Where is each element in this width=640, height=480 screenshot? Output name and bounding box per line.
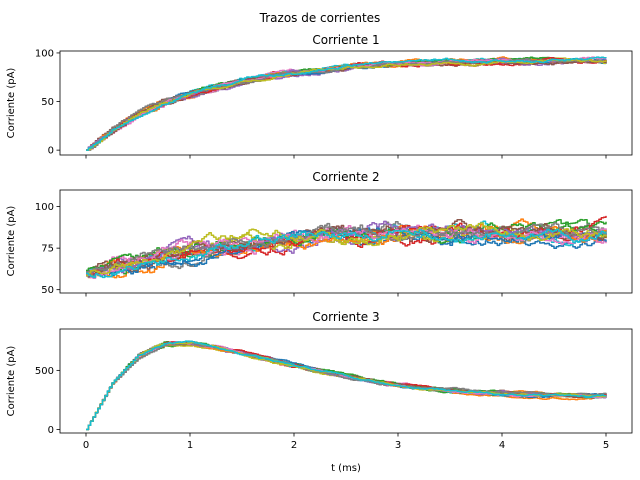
panel-1-trace-20 <box>86 56 607 151</box>
panel-3-trace-4 <box>86 341 606 431</box>
panel-1-trace-19 <box>86 58 607 151</box>
panel-2-ytick-label: 100 <box>35 202 54 213</box>
panel-2-title: Corriente 2 <box>312 170 379 184</box>
panel-3-axes-frame <box>59 328 633 434</box>
panel-2-yticks: 50 75 100 <box>35 202 60 296</box>
panel-3-trace-16 <box>86 342 607 431</box>
panel-1-yticks: 0 50 100 <box>35 48 60 157</box>
panel-1-ytick-label: 100 <box>35 48 54 59</box>
panel-3-trace-8 <box>86 341 606 431</box>
panel-3-trace-10 <box>86 340 607 431</box>
panel-3-ytick-label: 500 <box>35 366 54 377</box>
panel-3-trace-3 <box>86 342 607 431</box>
panel-3-trace-12 <box>86 342 607 431</box>
panel-2-traces <box>86 215 607 280</box>
panel-2-ytick-label: 50 <box>41 285 54 296</box>
panel-3-trace-19 <box>86 341 606 431</box>
panel-3-traces <box>86 340 607 431</box>
panel-3-xtick-label: 0 <box>83 440 89 451</box>
panel-3-xticks: 0 1 2 3 4 5 <box>83 433 609 451</box>
panel-3-title: Corriente 3 <box>312 310 379 324</box>
panel-corriente-3: Corriente 3 Corriente (pA) 0 1 2 3 4 5 0 500 t… <box>6 310 633 474</box>
panel-3-xtick-label: 3 <box>395 440 401 451</box>
panel-2-trace-18 <box>86 222 607 273</box>
panel-1-xticks <box>85 155 607 159</box>
panel-3-trace-7 <box>86 341 607 431</box>
panel-3-ylabel: Corriente (pA) <box>6 346 17 417</box>
panel-3-trace-6 <box>86 343 607 431</box>
panel-2-trace-20 <box>86 228 607 279</box>
panel-3-xtick-label: 2 <box>291 440 297 451</box>
panel-3-trace-20 <box>86 340 607 431</box>
panel-3-trace-17 <box>86 342 607 431</box>
panel-2-ylabel: Corriente (pA) <box>6 206 17 277</box>
panel-2-ytick-label: 75 <box>41 244 54 255</box>
panel-3-xlabel: t (ms) <box>331 463 361 474</box>
panel-3-yticks: 0 500 <box>35 366 60 436</box>
panel-1-title: Corriente 1 <box>312 33 379 47</box>
panel-1-ytick-label: 0 <box>48 146 54 157</box>
panel-1-ytick-label: 50 <box>41 97 54 108</box>
panel-3-trace-5 <box>86 341 607 431</box>
panel-1-traces <box>86 56 607 151</box>
panel-2-xticks <box>85 293 607 297</box>
panel-3-trace-18 <box>86 341 607 431</box>
panel-1-axes-frame <box>59 50 633 156</box>
panel-3-trace-2 <box>86 342 607 431</box>
panel-3-trace-14 <box>86 341 607 431</box>
panel-3-xtick-label: 1 <box>187 440 193 451</box>
panel-2-trace-19 <box>86 222 607 277</box>
figure-suptitle: Trazos de corrientes <box>259 11 381 25</box>
panel-corriente-2: Corriente 2 Corriente (pA) 50 75 100 <box>6 170 633 297</box>
panel-3-xtick-label: 5 <box>603 440 609 451</box>
panel-3-ytick-label: 0 <box>48 425 54 436</box>
panel-corriente-1: Corriente 1 Corriente (pA) 0 50 100 <box>6 33 633 159</box>
panel-3-trace-9 <box>86 344 607 431</box>
panel-2-axes-frame <box>59 189 633 294</box>
panel-3-trace-13 <box>86 340 607 431</box>
panel-3-trace-11 <box>86 340 607 431</box>
panel-3-trace-15 <box>86 342 606 431</box>
panel-3-trace-1 <box>86 342 607 431</box>
panel-1-ylabel: Corriente (pA) <box>6 68 17 139</box>
panel-3-xtick-label: 4 <box>499 440 505 451</box>
